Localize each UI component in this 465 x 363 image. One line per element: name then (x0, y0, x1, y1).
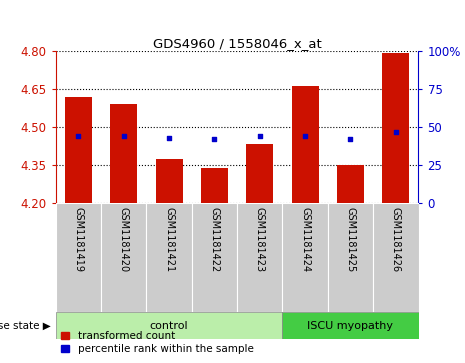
Bar (192, 203, 237, 312)
Bar (373, 203, 418, 312)
Title: GDS4960 / 1558046_x_at: GDS4960 / 1558046_x_at (153, 37, 321, 50)
Bar (337, 165, 364, 203)
Legend: transformed count, percentile rank within the sample: transformed count, percentile rank withi… (61, 331, 253, 354)
Bar (237, 203, 283, 312)
Text: GSM1181421: GSM1181421 (164, 207, 174, 272)
Text: GSM1181423: GSM1181423 (255, 207, 265, 272)
Point (75, 133, 82, 139)
Bar (382, 53, 409, 203)
Bar (101, 203, 146, 312)
Bar (56, 312, 282, 339)
Point (211, 136, 218, 142)
Text: GSM1181424: GSM1181424 (300, 207, 310, 272)
Bar (292, 86, 319, 203)
Bar (282, 203, 328, 312)
Text: ISCU myopathy: ISCU myopathy (307, 321, 393, 331)
Bar (328, 203, 373, 312)
Point (347, 136, 354, 142)
Point (256, 133, 264, 139)
Point (301, 133, 309, 139)
Bar (155, 159, 183, 203)
Bar (201, 168, 228, 203)
Bar (282, 312, 418, 339)
Bar (110, 104, 137, 203)
Text: GSM1181426: GSM1181426 (391, 207, 401, 272)
Text: disease state ▶: disease state ▶ (0, 321, 51, 331)
Text: GSM1181425: GSM1181425 (345, 207, 356, 272)
Bar (246, 144, 273, 203)
Point (166, 135, 173, 140)
Point (120, 133, 127, 139)
Text: GSM1181419: GSM1181419 (73, 207, 84, 272)
Bar (56, 203, 101, 312)
Text: control: control (150, 321, 188, 331)
Text: GSM1181422: GSM1181422 (209, 207, 219, 272)
Bar (65, 97, 92, 203)
Point (392, 129, 399, 135)
Text: GSM1181420: GSM1181420 (119, 207, 129, 272)
Bar (146, 203, 192, 312)
